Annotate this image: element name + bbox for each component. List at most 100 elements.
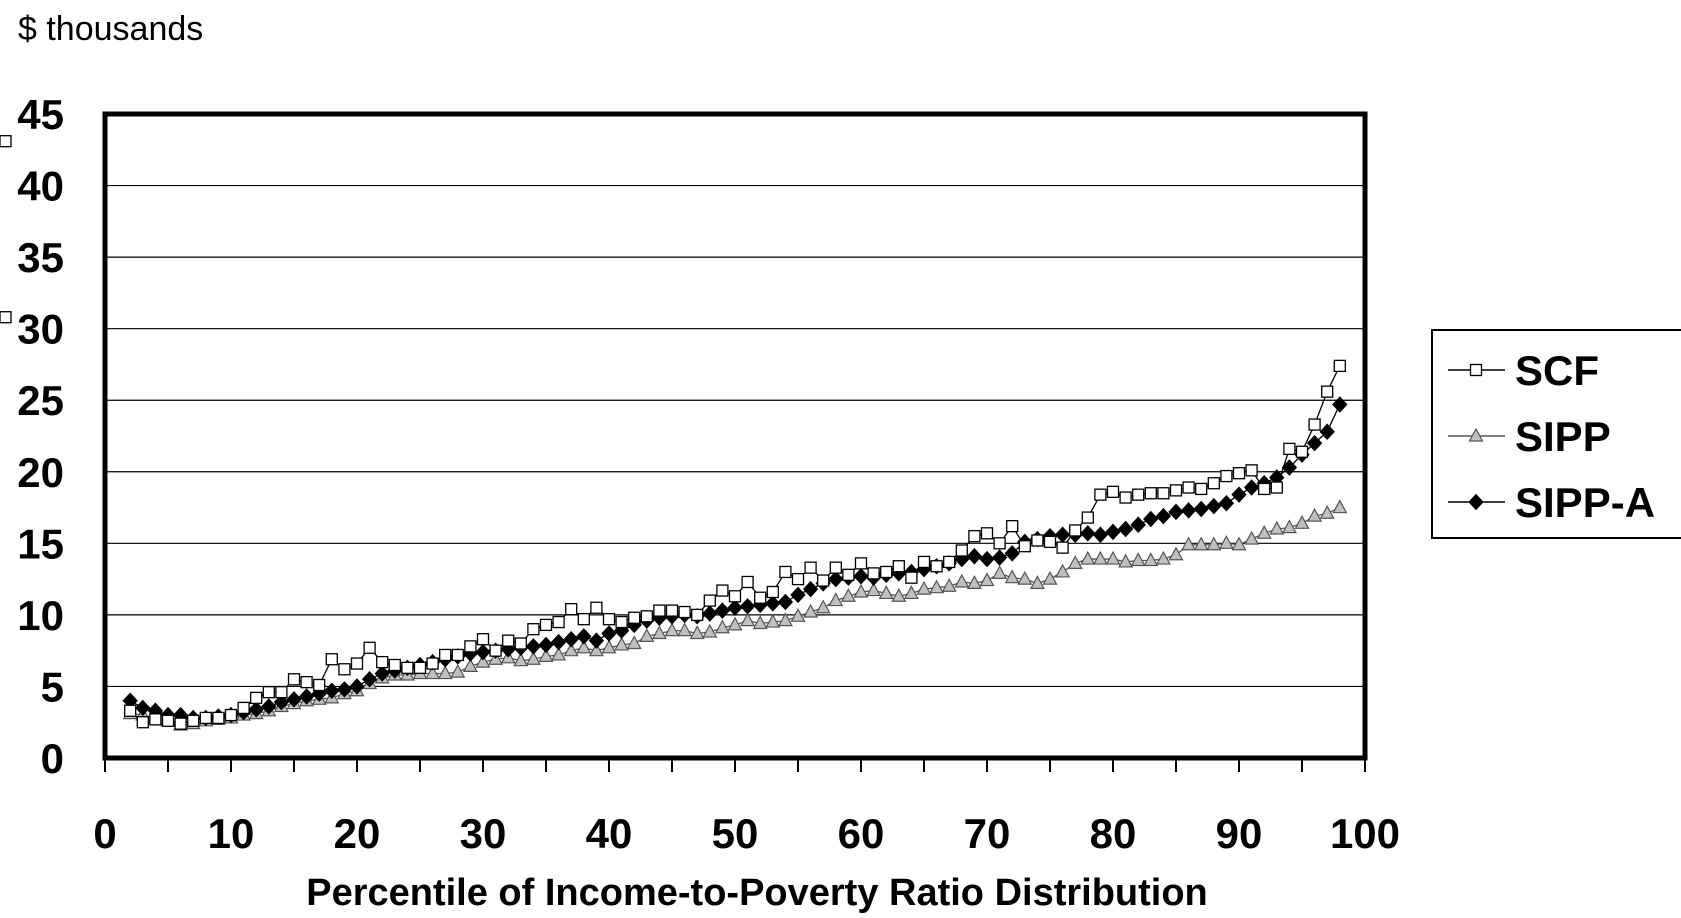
data-point-scf <box>527 623 540 636</box>
legend: SCF SIPP SIPP-A <box>1431 329 1681 539</box>
data-point-sipp <box>941 578 957 592</box>
data-point-scf <box>1144 487 1157 500</box>
data-point-sipp <box>1281 519 1297 534</box>
data-point-sipp <box>727 616 743 631</box>
data-point-scf <box>1157 487 1170 500</box>
data-point-scf <box>602 613 616 626</box>
data-point-scf <box>829 561 842 574</box>
x-tick-label: 40 <box>586 810 633 857</box>
legend-label-scf: SCF <box>1515 347 1599 394</box>
data-point-scf <box>363 641 376 654</box>
data-point-sipp-a <box>576 628 592 645</box>
y-tick-label: 30 <box>17 306 64 353</box>
y-tick-label: 35 <box>17 234 64 281</box>
data-point-scf <box>224 708 238 722</box>
data-point-sipp <box>790 608 806 622</box>
data-point-sipp-a <box>1092 526 1109 543</box>
data-point-scf <box>728 590 742 603</box>
data-point-sipp <box>828 592 844 607</box>
data-point-sipp-a <box>525 638 542 655</box>
data-point-scf <box>376 655 389 669</box>
data-point-scf <box>577 613 590 626</box>
data-point-sipp-a <box>1319 423 1335 440</box>
data-point-sipp <box>626 635 642 650</box>
data-point-sipp-a <box>563 630 579 648</box>
data-point-sipp <box>462 658 478 673</box>
x-tick-label: 70 <box>964 810 1011 857</box>
data-point-scf <box>439 648 452 662</box>
data-point-sipp <box>1155 550 1171 565</box>
data-point-sipp <box>853 583 869 598</box>
data-point-scf <box>124 704 137 717</box>
data-point-sipp <box>425 665 441 680</box>
data-point-sipp <box>1017 570 1033 585</box>
y-tick-label: 20 <box>17 449 64 496</box>
data-point-sipp <box>1181 536 1197 551</box>
data-point-sipp-a <box>702 605 718 622</box>
data-point-scf <box>1119 491 1132 504</box>
data-point-sipp-a <box>790 586 806 604</box>
data-point-sipp <box>740 612 756 627</box>
data-point-scf <box>1106 485 1120 498</box>
data-point-scf <box>313 678 326 692</box>
data-point-sipp-a <box>324 682 340 699</box>
data-point-sipp <box>525 650 541 665</box>
data-point-sipp <box>1269 520 1285 535</box>
x-axis-title: Percentile of Income-to-Poverty Ratio Di… <box>306 872 1208 914</box>
data-point-sipp <box>815 599 831 614</box>
data-point-sipp-a <box>1143 510 1159 528</box>
data-point-scf <box>741 575 754 589</box>
data-point-scf <box>325 653 338 666</box>
data-point-sipp <box>1118 553 1134 568</box>
data-point-scf <box>665 604 679 617</box>
data-point-sipp-a <box>1105 523 1121 541</box>
x-tick-label: 20 <box>334 810 381 857</box>
grid-lines <box>105 184 1365 688</box>
y-tick-label: 0 <box>41 735 64 782</box>
data-point-sipp <box>866 582 882 597</box>
data-point-scf <box>892 560 905 573</box>
data-point-sipp-a <box>1206 497 1222 515</box>
data-point-scf <box>1295 445 1309 458</box>
data-point-sipp <box>576 639 592 654</box>
data-point-scf <box>1043 535 1057 549</box>
data-point-sipp <box>1231 536 1247 551</box>
data-point-scf <box>1270 481 1283 494</box>
data-point-scf <box>968 530 981 543</box>
data-point-sipp-a <box>1332 396 1348 413</box>
data-point-scf <box>1321 385 1334 398</box>
data-point-sipp-a <box>777 593 794 611</box>
data-point-sipp-a <box>475 643 491 661</box>
data-point-scf <box>1094 488 1107 501</box>
data-point-sipp <box>450 663 466 678</box>
data-point-sipp-a <box>739 598 756 615</box>
data-point-sipp <box>614 636 630 651</box>
data-point-sipp-a <box>601 625 617 642</box>
data-point-sipp <box>992 565 1008 579</box>
data-point-sipp-a <box>727 599 743 616</box>
data-point-sipp <box>1206 536 1222 551</box>
data-point-scf <box>287 673 301 686</box>
data-point-scf <box>1245 464 1258 477</box>
data-point-sipp <box>929 579 945 594</box>
data-point-sipp-a <box>1004 545 1020 562</box>
data-point-sipp <box>1143 552 1159 567</box>
data-point-sipp <box>1130 552 1146 567</box>
data-point-sipp-a <box>1080 525 1096 542</box>
data-point-sipp <box>891 588 907 602</box>
data-point-sipp <box>979 572 995 587</box>
data-point-sipp <box>551 646 567 661</box>
data-point-scf <box>1031 534 1044 547</box>
legend-marker-sipp-a <box>1468 493 1484 511</box>
data-point-scf <box>338 663 351 676</box>
data-point-sipp <box>1067 555 1083 569</box>
data-point-sipp-a <box>248 701 264 718</box>
data-point-scf <box>854 557 868 570</box>
data-point-sipp <box>1055 563 1071 578</box>
data-point-scf <box>804 561 817 574</box>
data-point-sipp-a <box>828 570 844 588</box>
series-line-sipp <box>130 506 1341 726</box>
data-point-scf <box>1308 418 1321 431</box>
data-point-sipp <box>651 625 667 640</box>
data-point-sipp <box>1080 550 1096 565</box>
